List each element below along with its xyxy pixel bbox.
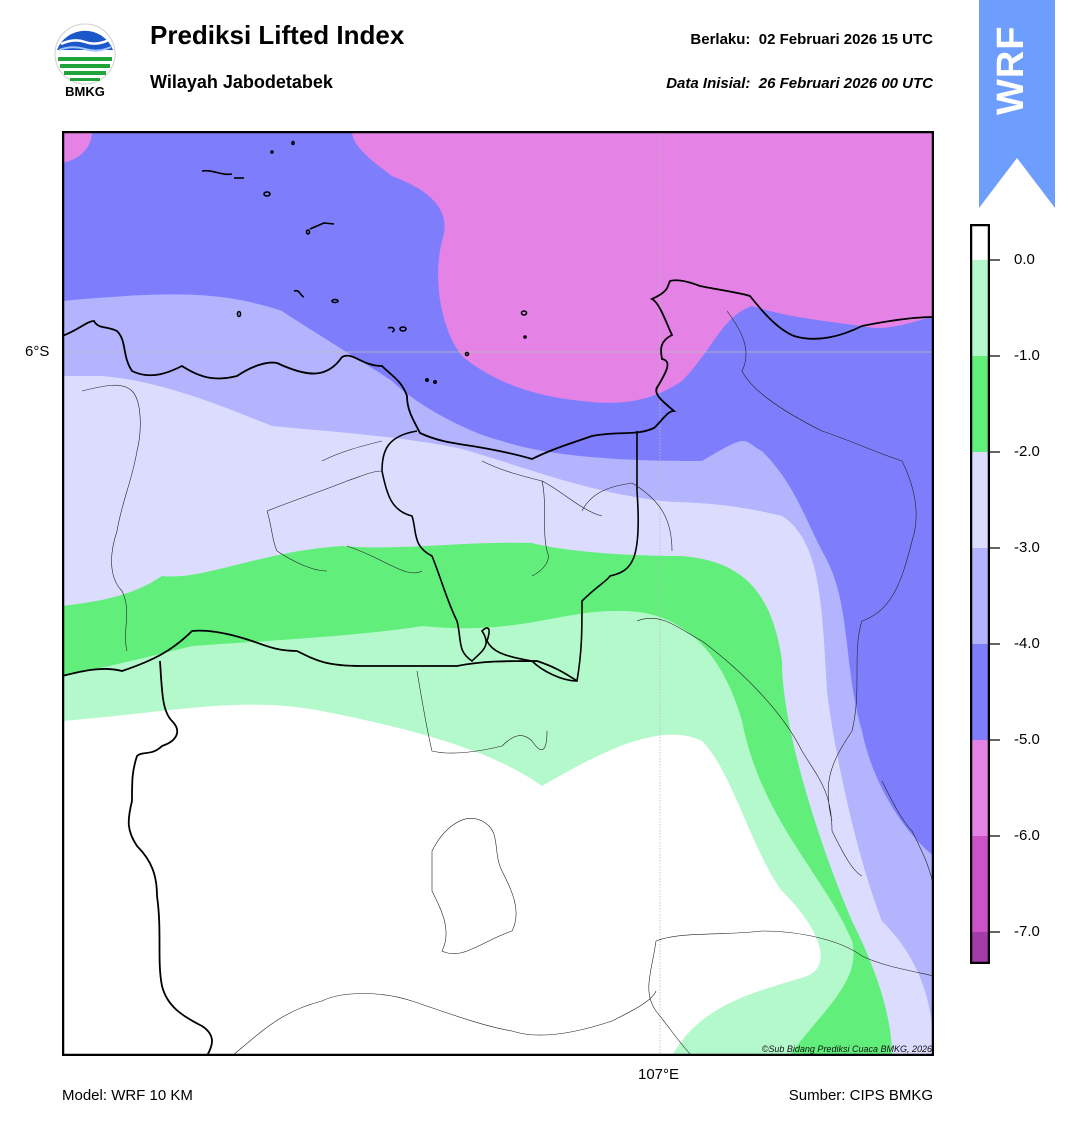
colorbar-band-1 xyxy=(970,356,990,452)
colorbar-tick-label: 0.0 xyxy=(1014,251,1035,268)
colorbar-band-0 xyxy=(970,260,990,356)
province-boundary xyxy=(381,430,640,682)
islands xyxy=(201,140,528,385)
page-title: Prediksi Lifted Index xyxy=(150,20,405,50)
colorbar-band-4 xyxy=(970,644,990,740)
colorbar-tick-label: -7.0 xyxy=(1014,923,1040,940)
colorbar-tick-label: -4.0 xyxy=(1014,635,1040,652)
band-minus5-to-minus6 xyxy=(352,131,934,403)
colorbar-band-5 xyxy=(970,740,990,836)
colorbar-band-7 xyxy=(970,932,990,964)
model-label: Model: WRF 10 KM xyxy=(62,1087,193,1104)
lifted-index-map xyxy=(62,131,934,1056)
coastline xyxy=(62,279,934,460)
page-subtitle: Wilayah Jabodetabek xyxy=(150,72,333,92)
bmkg-logo-icon xyxy=(54,23,116,85)
colorbar-band-3 xyxy=(970,548,990,644)
lat-tick-label: 6°S xyxy=(25,343,50,360)
colorbar-tick-label: -1.0 xyxy=(1014,347,1040,364)
colorbar-band-6 xyxy=(970,836,990,932)
wrf-badge-label: WRF xyxy=(990,25,1032,115)
wrf-badge xyxy=(979,0,1055,208)
init-time: Data Inisial: 26 Februari 2026 00 UTC xyxy=(666,75,933,92)
valid-time: Berlaku: 02 Februari 2026 15 UTC xyxy=(690,31,933,48)
colorbar-tick-label: -5.0 xyxy=(1014,731,1040,748)
copyright-credit: ©Sub Bidang Prediksi Cuaca BMKG, 2026 xyxy=(761,1044,932,1054)
band-minus5-small xyxy=(62,131,92,163)
source-label: Sumber: CIPS BMKG xyxy=(788,1087,933,1104)
logo-text: BMKG xyxy=(65,84,105,99)
colorbar-tick-label: -3.0 xyxy=(1014,539,1040,556)
colorbar xyxy=(970,224,990,964)
regency-boundaries xyxy=(81,310,934,1056)
colorbar-tick-label: -2.0 xyxy=(1014,443,1040,460)
coastline-west xyxy=(62,629,578,1056)
map-frame xyxy=(62,131,934,1056)
colorbar-band-2 xyxy=(970,452,990,548)
colorbar-band-positive xyxy=(970,224,990,260)
colorbar-ticks xyxy=(990,259,1000,933)
colorbar-tick-label: -6.0 xyxy=(1014,827,1040,844)
lon-tick-label: 107°E xyxy=(638,1066,680,1083)
